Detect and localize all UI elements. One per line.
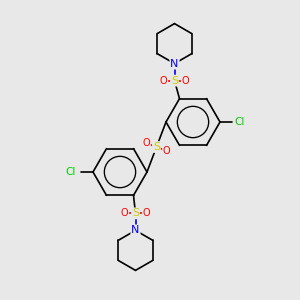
Text: O: O <box>121 208 128 218</box>
Text: O: O <box>143 208 150 218</box>
Text: S: S <box>171 76 178 85</box>
Text: O: O <box>160 76 167 85</box>
Text: O: O <box>142 138 150 148</box>
Text: N: N <box>170 58 179 69</box>
Text: S: S <box>132 208 139 218</box>
Text: S: S <box>153 142 160 152</box>
Text: Cl: Cl <box>235 117 245 127</box>
Text: O: O <box>182 76 189 85</box>
Text: N: N <box>131 225 140 236</box>
Text: O: O <box>163 146 171 156</box>
Text: Cl: Cl <box>66 167 76 177</box>
